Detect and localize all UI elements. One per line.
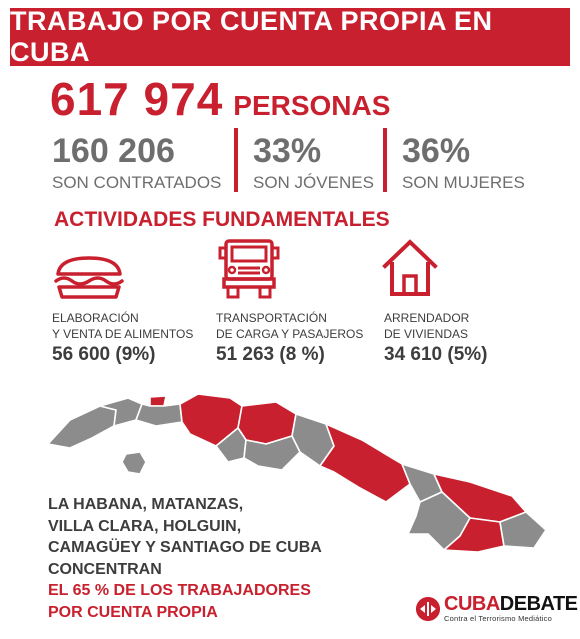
activity-value: 56 600 (9%) bbox=[52, 344, 156, 365]
stat-value: 160 206 bbox=[52, 132, 175, 170]
province-isla-de-la-juventud bbox=[121, 451, 147, 475]
divider bbox=[234, 128, 238, 192]
activity-label: TRANSPORTACIÓN DE CARGA Y PASAJEROS bbox=[216, 311, 364, 341]
stat-label: SON CONTRATADOS bbox=[52, 173, 222, 192]
stat-label: SON JÓVENES bbox=[253, 173, 374, 192]
stat-value: 36% bbox=[402, 132, 471, 170]
conclusion-text: LA HABANA, MATANZAS, VILLA CLARA, HOLGUI… bbox=[48, 496, 322, 621]
logo-brand: CUBADEBATE bbox=[444, 593, 578, 615]
province-camaguey bbox=[319, 423, 411, 503]
province-sancti-spiritus bbox=[243, 435, 301, 471]
total-workers: 617 974 PERSONAS bbox=[50, 72, 390, 126]
activity-label: ELABORACIÓN Y VENTA DE ALIMENTOS bbox=[52, 311, 194, 341]
activity-value: 51 263 (8 %) bbox=[216, 344, 325, 365]
logo-tagline: Contra el Terrorismo Mediático bbox=[444, 614, 552, 623]
province-mayabeque bbox=[135, 403, 183, 427]
cuba-provinces-map bbox=[47, 393, 547, 553]
stat-young: 33% SON JÓVENES bbox=[253, 132, 374, 194]
house-icon bbox=[382, 239, 438, 296]
stat-value: 33% bbox=[253, 132, 322, 170]
title-banner: TRABAJO POR CUENTA PROPIA EN CUBA bbox=[10, 6, 570, 67]
activity-label: ARRENDADOR DE VIVIENDAS bbox=[384, 311, 470, 341]
total-unit: PERSONAS bbox=[233, 90, 391, 121]
page-title: TRABAJO POR CUENTA PROPIA EN CUBA bbox=[10, 6, 493, 67]
stat-women: 36% SON MUJERES bbox=[402, 132, 525, 194]
activities-title: ACTIVIDADES FUNDAMENTALES bbox=[54, 208, 390, 231]
stat-label: SON MUJERES bbox=[402, 173, 525, 192]
stat-contracted: 160 206 SON CONTRATADOS bbox=[52, 132, 221, 194]
province-guantanamo bbox=[499, 511, 547, 549]
truck-icon bbox=[218, 239, 280, 299]
province-pinar-del-rio bbox=[47, 405, 117, 449]
province-la-habana bbox=[149, 395, 167, 407]
total-value: 617 974 bbox=[50, 73, 224, 125]
sandwich-icon bbox=[54, 256, 124, 299]
logo-mark-icon bbox=[416, 596, 440, 621]
divider bbox=[383, 128, 387, 192]
cubadebate-logo: CUBADEBATE Contra el Terrorismo Mediátic… bbox=[416, 594, 578, 623]
activity-value: 34 610 (5%) bbox=[384, 344, 488, 365]
